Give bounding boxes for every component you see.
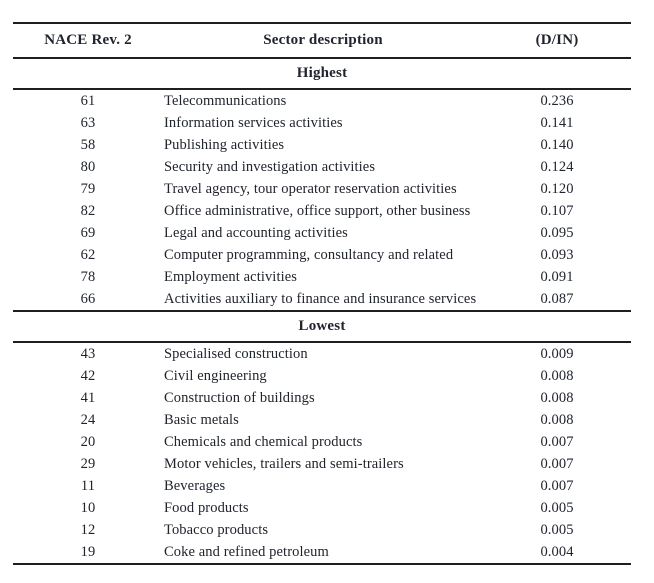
din-value-cell: 0.005 [540, 499, 574, 516]
table-row: 63 Information services activities 0.141 [13, 112, 631, 134]
din-value-cell: 0.107 [540, 202, 574, 219]
table-rule-bottom [13, 563, 631, 565]
sector-description-cell: Chemicals and chemical products [164, 433, 363, 450]
din-value-cell: 0.007 [540, 477, 574, 494]
sector-ranking-table: NACE Rev. 2 Sector description (D/IN) Hi… [13, 22, 631, 565]
sector-description-cell: Activities auxiliary to finance and insu… [164, 290, 477, 307]
nace-code-cell: 43 [80, 345, 96, 362]
din-value-cell: 0.005 [540, 521, 574, 538]
column-header-nace: NACE Rev. 2 [44, 32, 132, 48]
sector-description-cell: Legal and accounting activities [164, 224, 348, 241]
column-header-din: (D/IN) [535, 32, 579, 48]
sector-description-cell: Publishing activities [164, 136, 285, 153]
table-row: 20 Chemicals and chemical products 0.007 [13, 431, 631, 453]
nace-code-cell: 12 [80, 521, 96, 538]
table-row: 43 Specialised construction 0.009 [13, 343, 631, 365]
din-value-cell: 0.141 [540, 114, 574, 131]
table-row: 79 Travel agency, tour operator reservati… [13, 178, 631, 200]
nace-code-cell: 42 [80, 367, 96, 384]
nace-code-cell: 62 [80, 246, 96, 263]
table-rule-below-section-label [13, 341, 631, 343]
nace-code-cell: 61 [80, 92, 96, 109]
sector-description-cell: Civil engineering [164, 367, 267, 384]
sector-description-cell: Office administrative, office support, o… [164, 202, 471, 219]
table-row: 69 Legal and accounting activities 0.095 [13, 222, 631, 244]
sector-description-cell: Employment activities [164, 268, 297, 285]
nace-code-cell: 19 [80, 543, 96, 560]
table-rule-top [13, 22, 631, 24]
table-row: 78 Employment activities 0.091 [13, 266, 631, 288]
din-value-cell: 0.236 [540, 92, 574, 109]
sector-description-cell: Computer programming, consultancy and re… [164, 246, 454, 263]
din-value-cell: 0.093 [540, 246, 574, 263]
sector-description-cell: Travel agency, tour operator reservation… [164, 180, 457, 197]
table-row: 10 Food products 0.005 [13, 497, 631, 519]
nace-code-cell: 78 [80, 268, 96, 285]
din-value-cell: 0.087 [540, 290, 574, 307]
sector-description-cell: Telecommunications [164, 92, 287, 109]
nace-code-cell: 79 [80, 180, 96, 197]
table-header-row: NACE Rev. 2 Sector description (D/IN) [13, 24, 631, 57]
din-value-cell: 0.008 [540, 367, 574, 384]
sector-description-cell: Motor vehicles, trailers and semi-traile… [164, 455, 404, 472]
table-rule-below-section-label [13, 88, 631, 90]
nace-code-cell: 41 [80, 389, 96, 406]
table-row: 12 Tobacco products 0.005 [13, 519, 631, 541]
section-header-label: Lowest [298, 318, 346, 334]
din-value-cell: 0.124 [540, 158, 574, 175]
table-row: 41 Construction of buildings 0.008 [13, 387, 631, 409]
table-row: 29 Motor vehicles, trailers and semi-trai… [13, 453, 631, 475]
din-value-cell: 0.007 [540, 455, 574, 472]
nace-code-cell: 69 [80, 224, 96, 241]
nace-code-cell: 20 [80, 433, 96, 450]
table-row: 82 Office administrative, office support,… [13, 200, 631, 222]
nace-code-cell: 82 [80, 202, 96, 219]
section-header-label: Highest [296, 65, 348, 81]
sector-description-cell: Construction of buildings [164, 389, 315, 406]
nace-code-cell: 11 [80, 477, 96, 494]
din-value-cell: 0.140 [540, 136, 574, 153]
table-body: Highest 61 Telecommunications 0.236 63 Inform… [13, 59, 631, 563]
din-value-cell: 0.120 [540, 180, 574, 197]
din-value-cell: 0.004 [540, 543, 574, 560]
table-row: 66 Activities auxiliary to finance and in… [13, 288, 631, 310]
table-row: 42 Civil engineering 0.008 [13, 365, 631, 387]
table-row: 58 Publishing activities 0.140 [13, 134, 631, 156]
section-header-highest: Highest [13, 59, 631, 88]
table-row: 80 Security and investigation activities 0… [13, 156, 631, 178]
sector-description-cell: Coke and refined petroleum [164, 543, 329, 560]
nace-code-cell: 66 [80, 290, 96, 307]
din-value-cell: 0.009 [540, 345, 574, 362]
sector-description-cell: Beverages [164, 477, 226, 494]
din-value-cell: 0.091 [540, 268, 574, 285]
nace-code-cell: 24 [80, 411, 96, 428]
nace-code-cell: 80 [80, 158, 96, 175]
sector-description-cell: Food products [164, 499, 249, 516]
table-row: 24 Basic metals 0.008 [13, 409, 631, 431]
nace-code-cell: 58 [80, 136, 96, 153]
din-value-cell: 0.008 [540, 389, 574, 406]
table-row: 11 Beverages 0.007 [13, 475, 631, 497]
sector-description-cell: Security and investigation activities [164, 158, 376, 175]
sector-description-cell: Tobacco products [164, 521, 269, 538]
column-header-sector-description: Sector description [263, 32, 383, 48]
nace-code-cell: 29 [80, 455, 96, 472]
table-rule-below-header [13, 57, 631, 59]
din-value-cell: 0.008 [540, 411, 574, 428]
sector-description-cell: Basic metals [164, 411, 239, 428]
table-row: 61 Telecommunications 0.236 [13, 90, 631, 112]
din-value-cell: 0.007 [540, 433, 574, 450]
table-row: 19 Coke and refined petroleum 0.004 [13, 541, 631, 563]
sector-description-cell: Information services activities [164, 114, 343, 131]
nace-code-cell: 10 [80, 499, 96, 516]
sector-description-cell: Specialised construction [164, 345, 308, 362]
din-value-cell: 0.095 [540, 224, 574, 241]
table-rule-between-sections [13, 310, 631, 312]
table-row: 62 Computer programming, consultancy and … [13, 244, 631, 266]
section-header-lowest: Lowest [13, 312, 631, 341]
nace-code-cell: 63 [80, 114, 96, 131]
